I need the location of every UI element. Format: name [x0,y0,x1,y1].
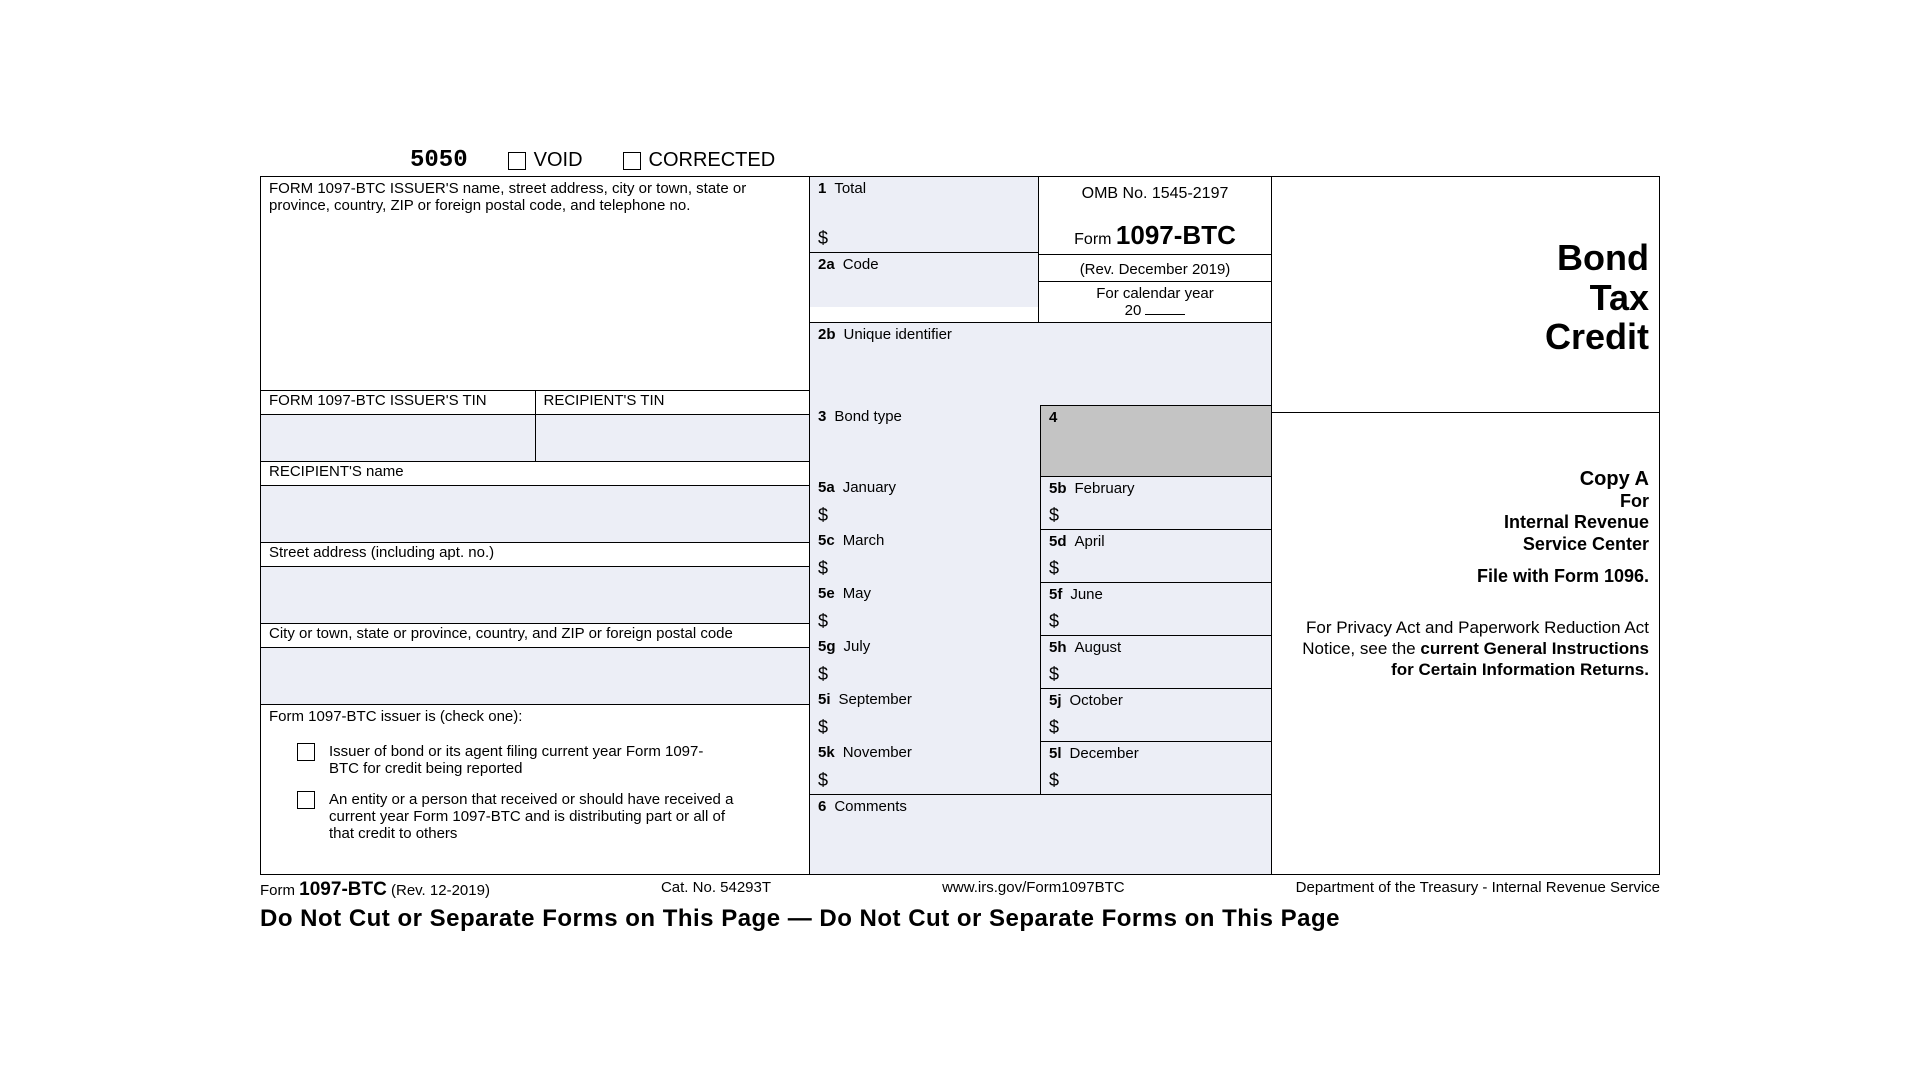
city-label: City or town, state or province, country… [261,623,809,647]
box-5b[interactable]: 5bFebruary$ [1040,476,1271,529]
city-value[interactable] [261,647,809,704]
corrected-checkbox-row: CORRECTED [623,149,776,172]
form-1097-btc: 5050 VOID CORRECTED FORM 1097-BTC ISSUER… [240,147,1680,933]
box-5h[interactable]: 5hAugust$ [1040,635,1271,688]
form-title-3: Credit [1282,317,1649,357]
copy-label: Copy A [1282,468,1649,491]
recipient-tin-label: RECIPIENT'S TIN [535,390,810,414]
issuer-name-box[interactable]: FORM 1097-BTC ISSUER'S name, street addr… [261,177,809,390]
recipient-name-label: RECIPIENT'S name [261,461,809,485]
issuer-name-label: FORM 1097-BTC ISSUER'S name, street addr… [269,180,801,214]
footer-form: Form 1097-BTC (Rev. 12-2019) [260,879,490,901]
data-column: 1Total $ 2aCode OMB No. 1545-2197 Form 1… [809,177,1271,874]
year-input[interactable] [1145,314,1185,315]
issuer-tin-value[interactable] [261,414,535,461]
calendar-year: For calendar year 20 [1039,281,1271,322]
box-5e[interactable]: 5eMay$ [810,582,1040,635]
box-5i[interactable]: 5iSeptember$ [810,688,1040,741]
box-1-label: Total [834,180,866,197]
footer: Form 1097-BTC (Rev. 12-2019) Cat. No. 54… [260,875,1660,905]
issuer-checkbox-1[interactable] [297,743,315,761]
form-title-2: Tax [1282,278,1649,318]
footer-cat: Cat. No. 54293T [661,879,771,901]
issuer-check-section: Form 1097-BTC issuer is (check one): Iss… [261,704,809,874]
file-with: File with Form 1096. [1282,566,1649,587]
issuer-is-label: Form 1097-BTC issuer is (check one): [269,708,801,725]
title-column: Bond Tax Credit Copy A For Internal Reve… [1271,177,1659,874]
box-1[interactable]: 1Total $ [810,177,1038,252]
box-5d[interactable]: 5dApril$ [1040,529,1271,582]
revision: (Rev. December 2019) [1039,254,1271,281]
void-checkbox-row: VOID [508,149,583,172]
privacy-notice: For Privacy Act and Paperwork Reduction … [1282,617,1649,681]
box-4: 4 [1040,405,1271,476]
issuer-check1-label: Issuer of bond or its agent filing curre… [329,743,709,777]
box-2b-label: Unique identifier [844,326,952,343]
main-form: FORM 1097-BTC ISSUER'S name, street addr… [260,176,1660,875]
do-not-cut-warning: Do Not Cut or Separate Forms on This Pag… [260,905,1660,933]
corrected-label: CORRECTED [649,149,776,172]
box-5k[interactable]: 5kNovember$ [810,741,1040,794]
recipient-name-value[interactable] [261,485,809,542]
box-2b[interactable]: 2bUnique identifier [810,322,1271,405]
box-6[interactable]: 6Comments [810,794,1271,874]
box-2a[interactable]: 2aCode [810,252,1038,307]
box-5a[interactable]: 5aJanuary$ [810,476,1040,529]
box-2a-label: Code [843,256,879,273]
left-column: FORM 1097-BTC ISSUER'S name, street addr… [261,177,809,874]
box-5c[interactable]: 5cMarch$ [810,529,1040,582]
footer-url: www.irs.gov/Form1097BTC [942,879,1125,901]
form-number: 5050 [410,147,468,174]
box-5j[interactable]: 5jOctober$ [1040,688,1271,741]
footer-dept: Department of the Treasury - Internal Re… [1296,879,1660,901]
box-5l[interactable]: 5lDecember$ [1040,741,1271,794]
issuer-check2-label: An entity or a person that received or s… [329,791,749,842]
corrected-checkbox[interactable] [623,152,641,170]
form-number-label: Form 1097-BTC [1039,206,1271,254]
box-3-label: Bond type [834,408,902,425]
box-3[interactable]: 3Bond type [810,405,1040,476]
box-5g[interactable]: 5gJuly$ [810,635,1040,688]
issuer-checkbox-2[interactable] [297,791,315,809]
header: 5050 VOID CORRECTED [260,147,1660,174]
copy-irs-2: Service Center [1282,534,1649,556]
void-label: VOID [534,149,583,172]
box-6-label: Comments [834,798,907,815]
recipient-tin-value[interactable] [535,414,810,461]
form-title-1: Bond [1282,238,1649,278]
issuer-tin-label: FORM 1097-BTC ISSUER'S TIN [261,390,535,414]
box-5f[interactable]: 5fJune$ [1040,582,1271,635]
copy-for: For [1282,491,1649,513]
street-label: Street address (including apt. no.) [261,542,809,566]
street-value[interactable] [261,566,809,623]
void-checkbox[interactable] [508,152,526,170]
copy-irs-1: Internal Revenue [1282,512,1649,534]
omb-number: OMB No. 1545-2197 [1039,177,1271,206]
